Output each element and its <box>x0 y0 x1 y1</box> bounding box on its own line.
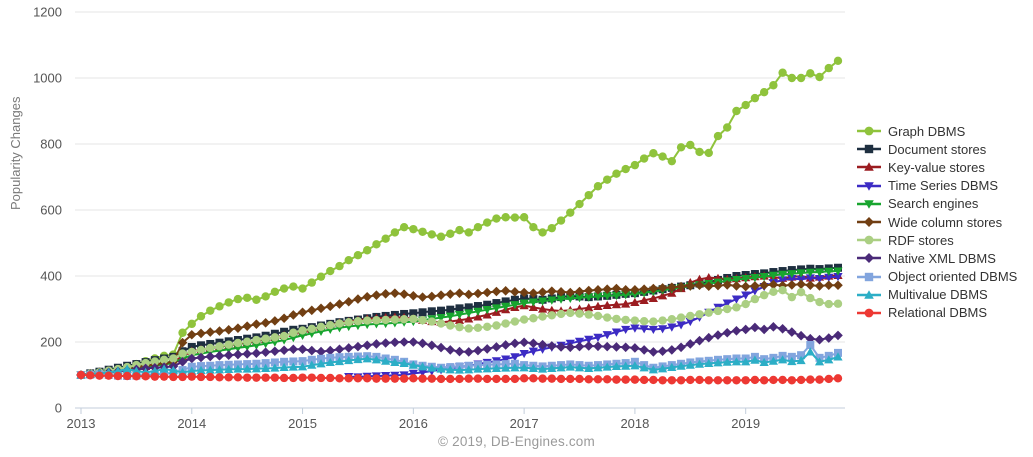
multivalue-dbms-marker-icon <box>857 289 881 299</box>
native-xml-dbms-marker-icon <box>857 253 881 264</box>
legend-label: Relational DBMS <box>888 305 987 321</box>
legend-item-time-series-dbms[interactable]: Time Series DBMS <box>857 177 1017 195</box>
object-oriented-dbms-marker-icon <box>857 272 881 281</box>
key-value-stores-marker-icon <box>857 162 881 172</box>
x-tick-label: 2013 <box>67 416 96 431</box>
legend-label: Document stores <box>888 141 987 157</box>
legend-item-multivalue-dbms[interactable]: Multivalue DBMS <box>857 286 1017 304</box>
document-stores-marker-icon <box>857 145 881 154</box>
legend-item-rdf-stores[interactable]: RDF stores <box>857 231 1017 249</box>
search-engines-marker-icon <box>857 200 881 209</box>
legend-label: Wide column stores <box>888 214 1003 230</box>
legend-item-document-stores[interactable]: Document stores <box>857 140 1017 158</box>
legend-label: Key-value stores <box>888 159 985 175</box>
x-tick-label: 2017 <box>510 416 539 431</box>
y-tick-label: 400 <box>40 269 62 284</box>
x-tick-label: 2018 <box>620 416 649 431</box>
series-relational-dbms[interactable] <box>76 370 843 385</box>
x-tick-label: 2019 <box>731 416 760 431</box>
legend-label: Multivalue DBMS <box>888 287 988 303</box>
legend-label: RDF stores <box>888 232 954 248</box>
chart-legend: Graph DBMS Document stores Key-value store… <box>857 122 1017 322</box>
legend-item-wide-column-stores[interactable]: Wide column stores <box>857 213 1017 231</box>
legend-label: Native XML DBMS <box>888 250 996 266</box>
relational-dbms-marker-icon <box>857 308 881 318</box>
legend-item-native-xml-dbms[interactable]: Native XML DBMS <box>857 249 1017 267</box>
legend-item-search-engines[interactable]: Search engines <box>857 195 1017 213</box>
copyright-note: © 2019, DB-Engines.com <box>438 434 595 449</box>
y-tick-label: 0 <box>55 401 62 416</box>
time-series-dbms-marker-icon <box>857 181 881 191</box>
graph-dbms-marker-icon <box>857 126 881 136</box>
legend-item-relational-dbms[interactable]: Relational DBMS <box>857 304 1017 322</box>
series-multivalue-dbms[interactable] <box>76 347 843 379</box>
series-native-xml-dbms[interactable] <box>76 322 843 380</box>
x-tick-label: 2016 <box>399 416 428 431</box>
legend-label: Graph DBMS <box>888 123 966 139</box>
wide-column-stores-marker-icon <box>857 217 881 228</box>
x-tick-label: 2014 <box>177 416 206 431</box>
y-tick-label: 200 <box>40 335 62 350</box>
y-tick-label: 800 <box>40 137 62 152</box>
y-tick-label: 1000 <box>33 71 62 86</box>
legend-item-graph-dbms[interactable]: Graph DBMS <box>857 122 1017 140</box>
y-tick-label: 1200 <box>33 5 62 20</box>
legend-item-object-oriented-dbms[interactable]: Object oriented DBMS <box>857 268 1017 286</box>
legend-item-key-value-stores[interactable]: Key-value stores <box>857 158 1017 176</box>
legend-label: Search engines <box>888 196 979 212</box>
legend-label: Object oriented DBMS <box>888 269 1018 285</box>
legend-label: Time Series DBMS <box>888 178 999 194</box>
rdf-stores-marker-icon <box>857 235 881 245</box>
y-tick-label: 600 <box>40 203 62 218</box>
x-tick-label: 2015 <box>288 416 317 431</box>
